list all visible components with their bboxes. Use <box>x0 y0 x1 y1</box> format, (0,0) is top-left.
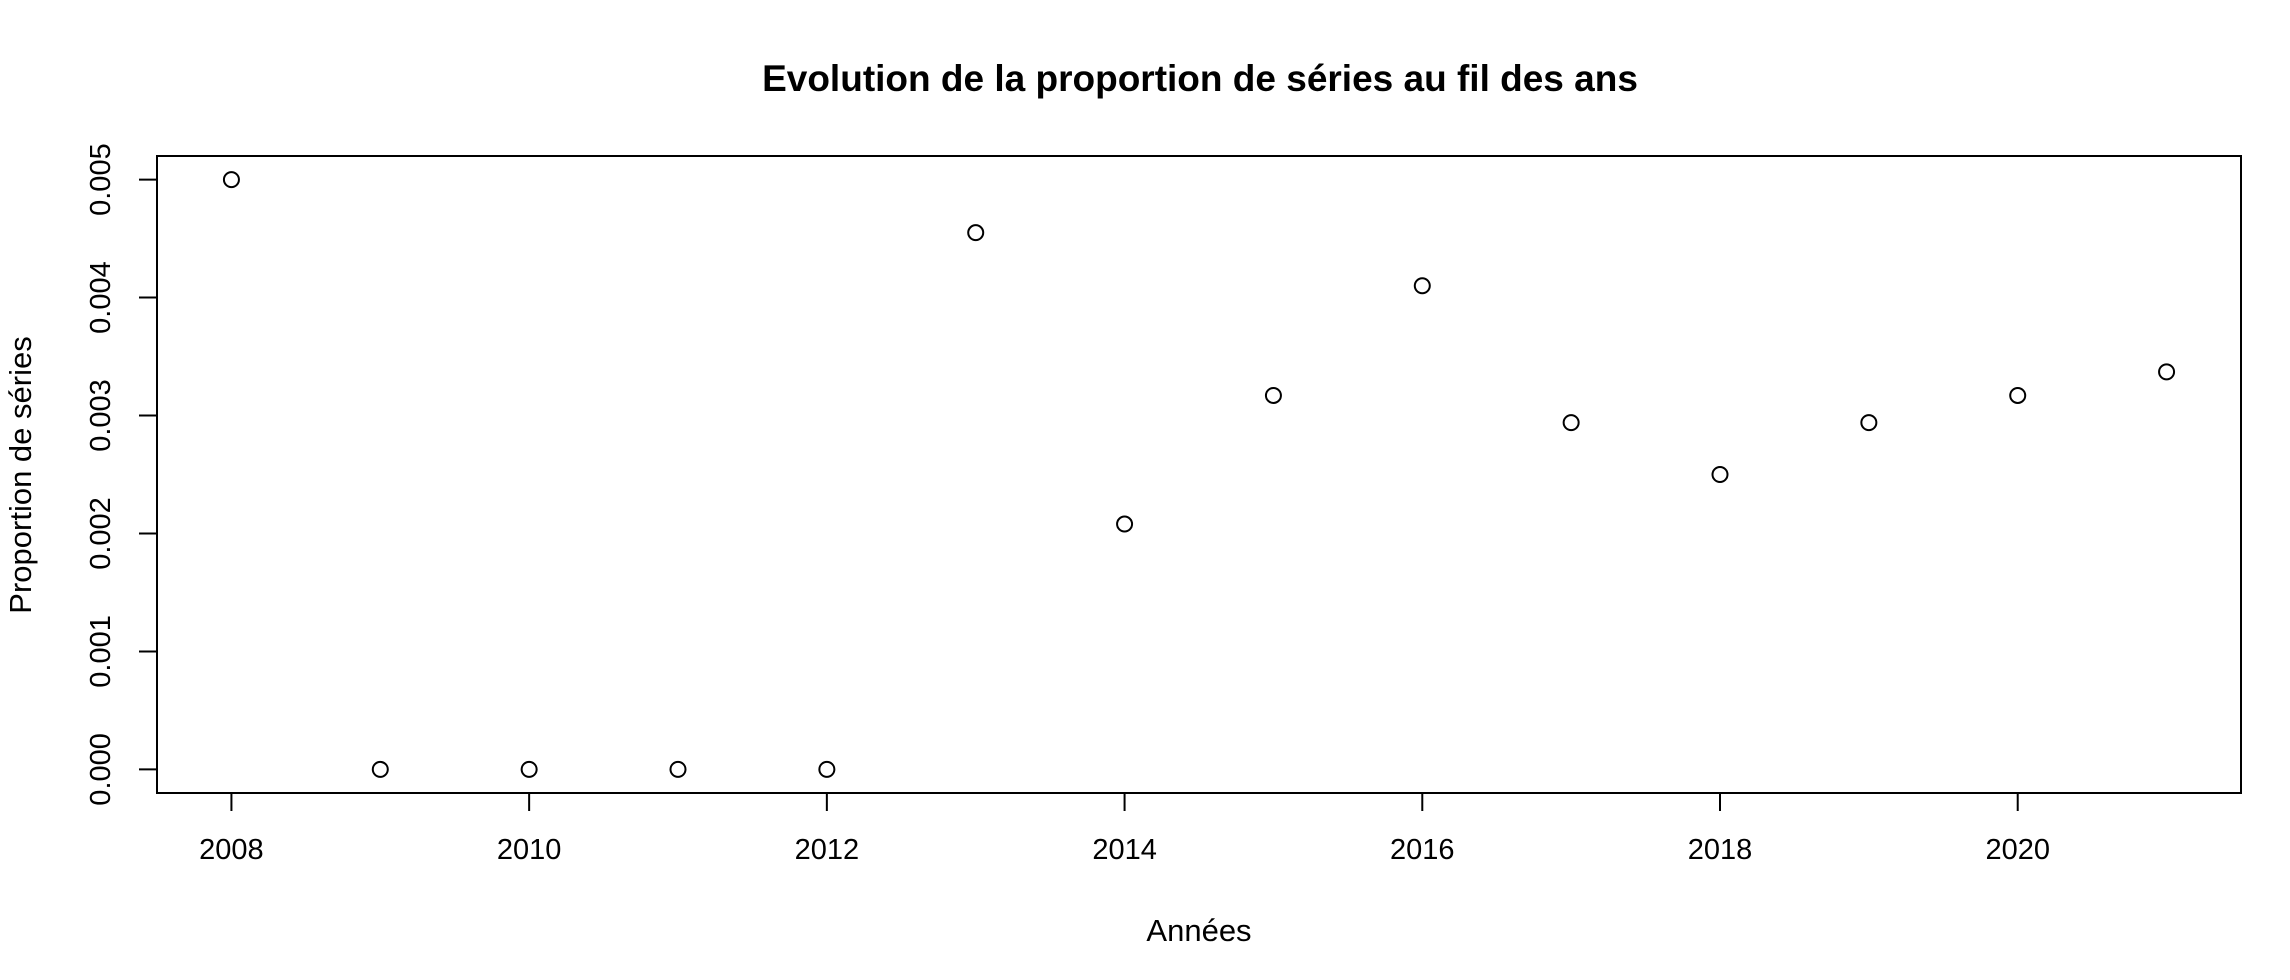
data-point <box>1116 515 1134 533</box>
x-tick-label: 2016 <box>1390 834 1455 866</box>
y-tick-label: 0.004 <box>85 261 117 334</box>
data-point <box>1413 277 1431 295</box>
data-point <box>520 760 538 778</box>
data-point <box>2009 386 2027 404</box>
y-tick-label: 0.005 <box>85 143 117 216</box>
y-tick-label: 0.003 <box>85 379 117 452</box>
x-tick-label: 2014 <box>1092 834 1157 866</box>
data-point <box>1562 414 1580 432</box>
data-point <box>1264 386 1282 404</box>
x-tick-label: 2008 <box>199 834 264 866</box>
x-axis-label: Années <box>1146 913 1251 948</box>
x-tick-label: 2012 <box>795 834 860 866</box>
data-point <box>967 224 985 242</box>
data-point <box>222 171 240 189</box>
y-tick-label: 0.000 <box>85 733 117 806</box>
data-point <box>818 760 836 778</box>
data-point <box>1711 466 1729 483</box>
data-point <box>669 760 687 778</box>
data-point <box>371 760 389 778</box>
data-point <box>2158 363 2176 381</box>
x-tick-label: 2020 <box>1985 834 2050 866</box>
y-tick-label: 0.002 <box>85 497 117 570</box>
x-axis: 2008 2010 2012 2014 2016 2018 2020 <box>199 792 2050 866</box>
data-points <box>222 171 2176 778</box>
chart-title: Evolution de la proportion de séries au … <box>762 58 1638 99</box>
plot-frame <box>156 155 2242 794</box>
y-tick-label: 0.001 <box>85 615 117 688</box>
x-tick-label: 2010 <box>497 834 562 866</box>
data-point <box>1860 414 1878 432</box>
y-axis-label: Proportion de séries <box>3 336 38 613</box>
y-axis: 0.000 0.001 0.002 0.003 0.004 0.005 <box>85 143 158 806</box>
x-tick-label: 2018 <box>1688 834 1753 866</box>
